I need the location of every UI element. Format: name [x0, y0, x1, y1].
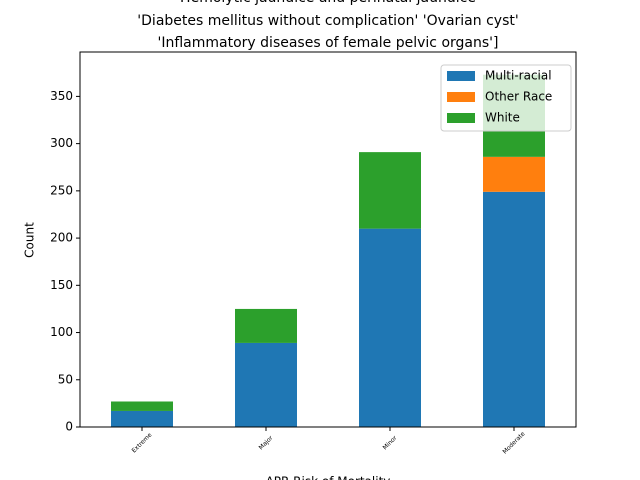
bar-segment — [235, 308, 297, 343]
chart-title: 'Diabetes mellitus without complication'… — [137, 13, 518, 29]
chart-title: Hemolytic jaundice and perinatal jaundic… — [180, 0, 476, 6]
legend-swatch — [447, 113, 475, 123]
x-tick-label: Moderate — [501, 430, 526, 455]
legend-swatch — [447, 71, 475, 81]
x-tick-label: Minor — [382, 434, 399, 451]
legend-swatch — [447, 92, 475, 102]
y-tick-label: 100 — [50, 325, 73, 339]
chart-title: 'Inflammatory diseases of female pelvic … — [158, 35, 499, 51]
x-tick-label: Extreme — [131, 431, 154, 454]
y-axis-label: Count — [23, 222, 37, 258]
y-tick-label: 250 — [50, 183, 73, 197]
y-tick-label: 200 — [50, 231, 73, 245]
y-tick-label: 0 — [65, 420, 73, 434]
legend-label: White — [485, 111, 520, 125]
y-tick-label: 300 — [50, 136, 73, 150]
bar-segment — [359, 152, 421, 229]
bar-segment — [483, 156, 545, 192]
y-tick-label: 150 — [50, 278, 73, 292]
y-tick-label: 50 — [58, 372, 73, 386]
legend-label: Multi-racial — [485, 69, 552, 83]
legend-label: Other Race — [485, 90, 552, 104]
y-tick-label: 350 — [50, 89, 73, 103]
bar-segment — [359, 228, 421, 427]
bar-segment — [111, 410, 173, 427]
x-axis-label: APR Risk of Mortality — [266, 475, 391, 480]
bar-segment — [235, 342, 297, 427]
axes-frame — [79, 51, 577, 428]
x-tick-label: Major — [258, 434, 275, 451]
bar-segment — [483, 191, 545, 427]
bar-segment — [111, 401, 173, 411]
